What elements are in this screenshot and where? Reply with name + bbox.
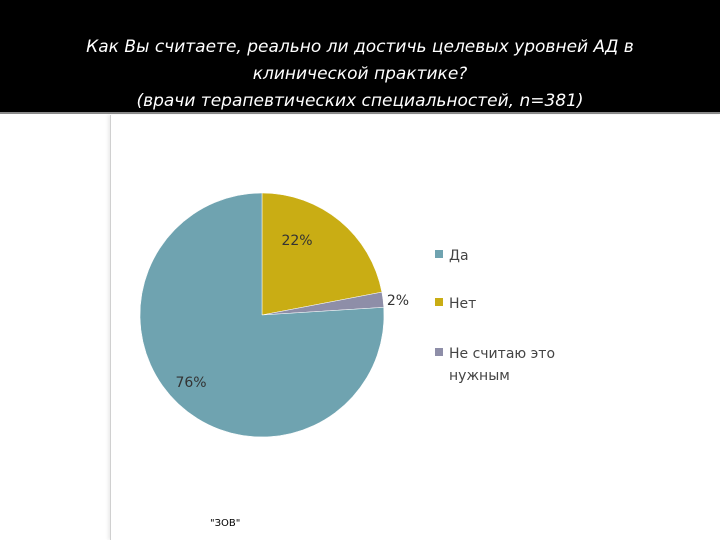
chart-panel: 76% 22% 2% Да Нет Не считаю это нужным <box>110 115 720 540</box>
legend-label-1: Да <box>449 248 469 264</box>
pie-slice-2 <box>261 192 383 316</box>
legend-swatch-3 <box>435 348 443 356</box>
data-label-3: 2% <box>387 293 409 309</box>
chart-title: Как Вы считаете, реально ли достичь целе… <box>0 34 720 115</box>
legend-label-2: Нет <box>449 296 476 312</box>
pie-slice-1 <box>139 192 385 438</box>
legend-label-3: Не считаю это нужным <box>449 346 555 384</box>
title-line-2: клинической практике? <box>252 64 468 84</box>
data-label-2: 22% <box>281 233 312 249</box>
legend-swatch-1 <box>435 250 443 258</box>
title-divider <box>0 112 720 114</box>
title-line-1: Как Вы считаете, реально ли достичь целе… <box>86 37 634 57</box>
pie-chart: 76% 22% 2% Да Нет Не считаю это нужным <box>139 192 555 438</box>
footnote: "ЗОВ" <box>210 518 241 529</box>
title-line-3: (врачи терапевтических специальностей, n… <box>136 91 584 111</box>
legend-swatch-2 <box>435 298 443 306</box>
data-label-1: 76% <box>175 375 206 391</box>
title-bar: Как Вы считаете, реально ли достичь целе… <box>0 0 720 112</box>
